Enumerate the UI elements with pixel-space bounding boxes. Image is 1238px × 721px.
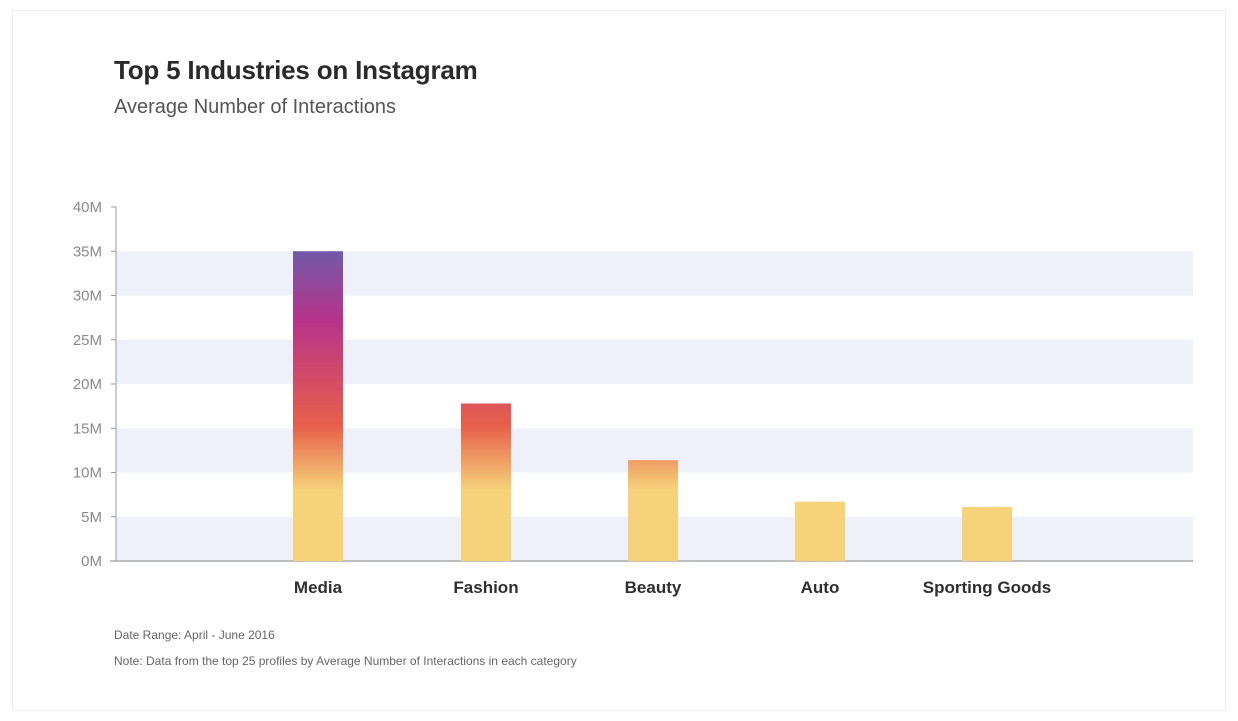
grid-band	[116, 339, 1193, 384]
bar-fashion	[461, 403, 511, 561]
y-tick-label: 30M	[73, 288, 102, 305]
y-tick-label: 0M	[81, 553, 102, 570]
category-label: Sporting Goods	[923, 578, 1051, 597]
y-tick-label: 20M	[73, 376, 102, 393]
y-tick-label: 40M	[73, 199, 102, 216]
y-tick-label: 25M	[73, 332, 102, 349]
bar-beauty	[628, 460, 678, 561]
category-label: Auto	[801, 578, 840, 597]
category-labels: Media Fashion Beauty Auto Sporting Goods	[294, 578, 1051, 597]
y-tick-label: 5M	[81, 509, 102, 526]
y-tick-label: 35M	[73, 243, 102, 260]
grid-band	[116, 251, 1193, 296]
data-source-note: Note: Data from the top 25 profiles by A…	[114, 654, 577, 668]
category-label: Beauty	[625, 578, 682, 597]
category-label: Fashion	[453, 578, 518, 597]
bar-auto	[795, 501, 845, 561]
y-tick-label: 15M	[73, 420, 102, 437]
chart-title: Top 5 Industries on Instagram	[114, 55, 478, 85]
bars-group	[293, 251, 1012, 561]
category-label: Media	[294, 578, 343, 597]
bar-sporting-goods	[962, 507, 1012, 561]
chart-subtitle: Average Number of Interactions	[114, 96, 397, 118]
y-axis: 0M 5M 10M 15M 20M 25M 30M 35M 40M	[73, 199, 1193, 570]
bar-media	[293, 251, 343, 561]
y-tick-label: 10M	[73, 465, 102, 482]
date-range-note: Date Range: April - June 2016	[114, 628, 275, 642]
